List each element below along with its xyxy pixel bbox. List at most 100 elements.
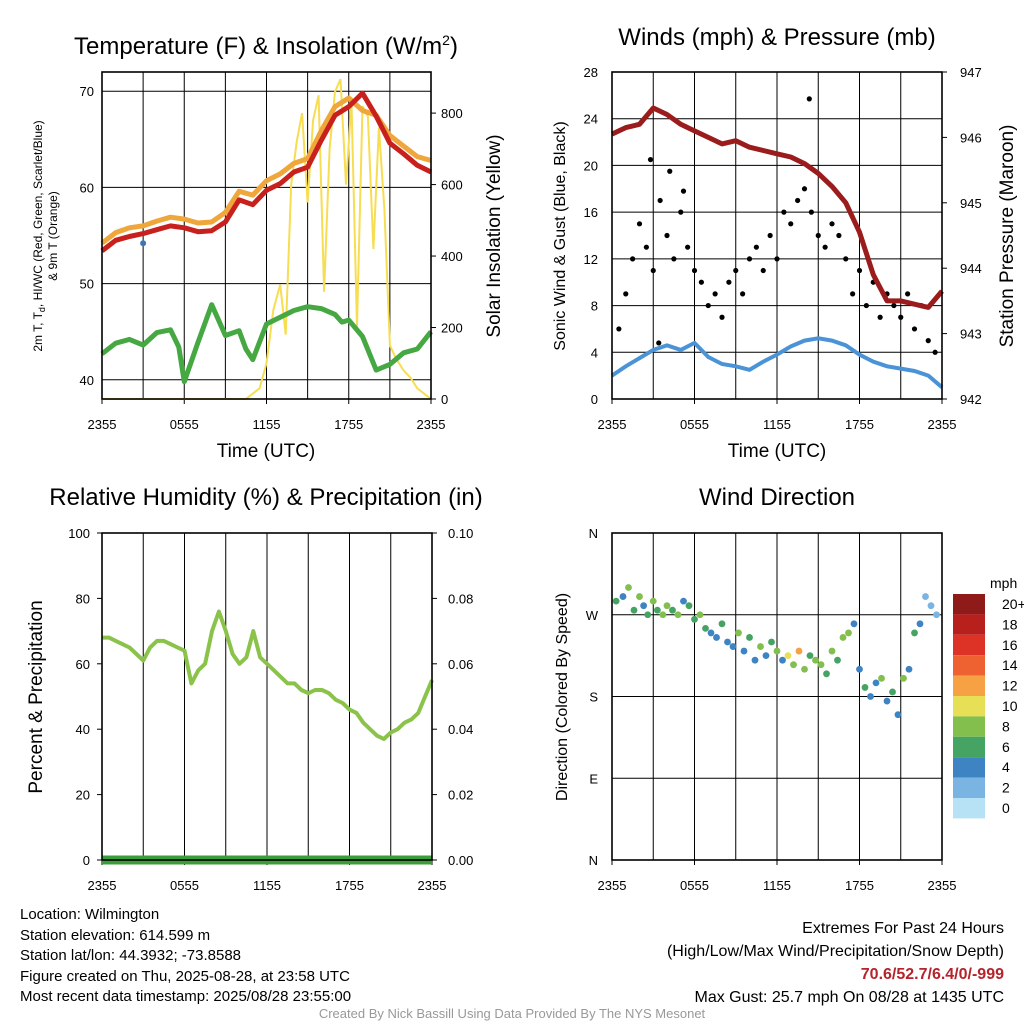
direction-point (762, 652, 770, 660)
gust-point (898, 314, 904, 320)
gust-point (678, 209, 684, 215)
direction-point (801, 665, 808, 673)
temp-ytick-label: 70 (80, 84, 94, 99)
gust-point (656, 340, 662, 346)
rh-ytick-label: 100 (68, 526, 90, 541)
direction-point (779, 656, 786, 664)
rh-xtick-label: 2355 (418, 878, 447, 893)
temp-ytick-label: 40 (80, 373, 94, 388)
rh-ytick-label: 60 (76, 657, 90, 672)
direction-point (724, 638, 731, 646)
extremes-box: Extremes For Past 24 Hours (High/Low/Max… (667, 917, 1004, 1009)
direction-point (630, 606, 638, 614)
dir-ytick-label: N (589, 526, 598, 541)
direction-point (861, 684, 869, 691)
temp-2m-line (100, 90, 433, 253)
direction-point (663, 602, 671, 610)
wind-y2tick-label: 943 (960, 327, 982, 342)
gust-point (788, 221, 794, 227)
gust-point (911, 326, 918, 332)
rh-y2tick-label: 0.04 (448, 722, 473, 737)
direction-point (653, 606, 661, 614)
credit-text: Created By Nick Bassill Using Data Provi… (318, 1006, 706, 1021)
direction-point (933, 611, 940, 619)
wind-panel: 2355 0555 1155 1755 235504812162024289429439… (552, 24, 1018, 462)
gust-point (829, 221, 835, 227)
dir-xtick-label: 2355 (928, 878, 957, 893)
temp-y2label: Solar Insolation (Yellow) (484, 134, 505, 337)
rh-ytick-label: 80 (76, 591, 90, 606)
rh-xtick-label: 1155 (253, 878, 281, 893)
direction-point (905, 665, 913, 673)
elevation-text: Station elevation: 614.599 m (20, 926, 211, 944)
direction-point (729, 643, 737, 650)
legend-label: 14 (1002, 657, 1018, 673)
direction-point (872, 679, 880, 687)
rh-ylabel: Percent & Precipitation (26, 600, 47, 793)
direction-point (713, 634, 720, 641)
direction-point (867, 693, 874, 700)
rh-xtick-label: 1755 (335, 878, 364, 893)
direction-point (790, 661, 797, 669)
dir-ytick-label: S (589, 690, 598, 705)
direction-point (746, 634, 753, 641)
direction-point (757, 643, 764, 650)
dir-xtick-label: 1155 (763, 878, 791, 893)
wind-y2label: Station Pressure (Maroon) (997, 125, 1018, 348)
gust-point (680, 188, 687, 194)
wind-xtick-label: 2355 (928, 417, 957, 432)
recent-text: Most recent data timestamp: 2025/08/28 2… (20, 988, 352, 1005)
legend-swatch (953, 655, 985, 676)
rh-y2tick-label: 0.02 (448, 788, 473, 803)
legend-swatch (953, 798, 985, 819)
gust-point (630, 256, 636, 262)
legend-swatch (953, 696, 985, 717)
dewpoint-line (100, 302, 433, 385)
legend-swatch (953, 757, 985, 778)
wind-y2tick-label: 946 (960, 130, 982, 145)
temp-ylabel: 2m T, Td, HI/WC (Red, Green, Scarlet/Blu… (31, 120, 47, 351)
direction-point (916, 620, 924, 628)
dir-xtick-label: 2355 (598, 878, 627, 893)
legend-label: 12 (1002, 678, 1018, 694)
gust-point (705, 302, 711, 309)
rh-ytick-label: 40 (76, 722, 90, 737)
direction-point (823, 670, 830, 678)
direction-point (806, 652, 814, 660)
latlon-text: Station lat/lon: 44.3932; -73.8588 (20, 947, 242, 964)
gust-point (753, 244, 759, 250)
dir-ylabel: Direction (Colored By Speed) (554, 593, 571, 801)
direction-point (911, 629, 918, 637)
extremes-values: 70.6/52.7/6.4/0/-999 (860, 966, 1004, 983)
gust-point (806, 96, 812, 102)
gust-point (650, 267, 656, 274)
gust-point (746, 256, 753, 262)
direction-point (669, 606, 676, 614)
wind-ytick-label: 20 (584, 158, 598, 173)
temp-xtick-label: 1755 (334, 417, 363, 432)
wind-title: Winds (mph) & Pressure (mb) (618, 24, 935, 51)
legend-label: 18 (1002, 616, 1018, 632)
legend-swatch (953, 675, 985, 696)
gust-point (863, 302, 869, 309)
direction-point (900, 674, 907, 682)
humidity-line (102, 609, 434, 741)
gust-point (815, 232, 821, 239)
direction-point (691, 615, 698, 623)
legend-label: 2 (1002, 780, 1010, 796)
temp-y2tick-label: 200 (441, 321, 463, 336)
temp-ylabel-line2: & 9m T (Orange) (46, 191, 60, 281)
direction-point (644, 611, 652, 619)
temp-y2tick-label: 400 (441, 249, 463, 264)
direction-point (696, 611, 704, 619)
direction-point (878, 674, 885, 682)
wind-y2tick-label: 944 (960, 261, 982, 276)
legend-title: mph (990, 575, 1017, 591)
direction-point (751, 656, 759, 664)
direction-point (856, 665, 863, 673)
direction-point (702, 624, 709, 632)
wind-ytick-label: 16 (584, 205, 598, 220)
direction-point (828, 647, 836, 655)
gust-point (691, 267, 698, 274)
